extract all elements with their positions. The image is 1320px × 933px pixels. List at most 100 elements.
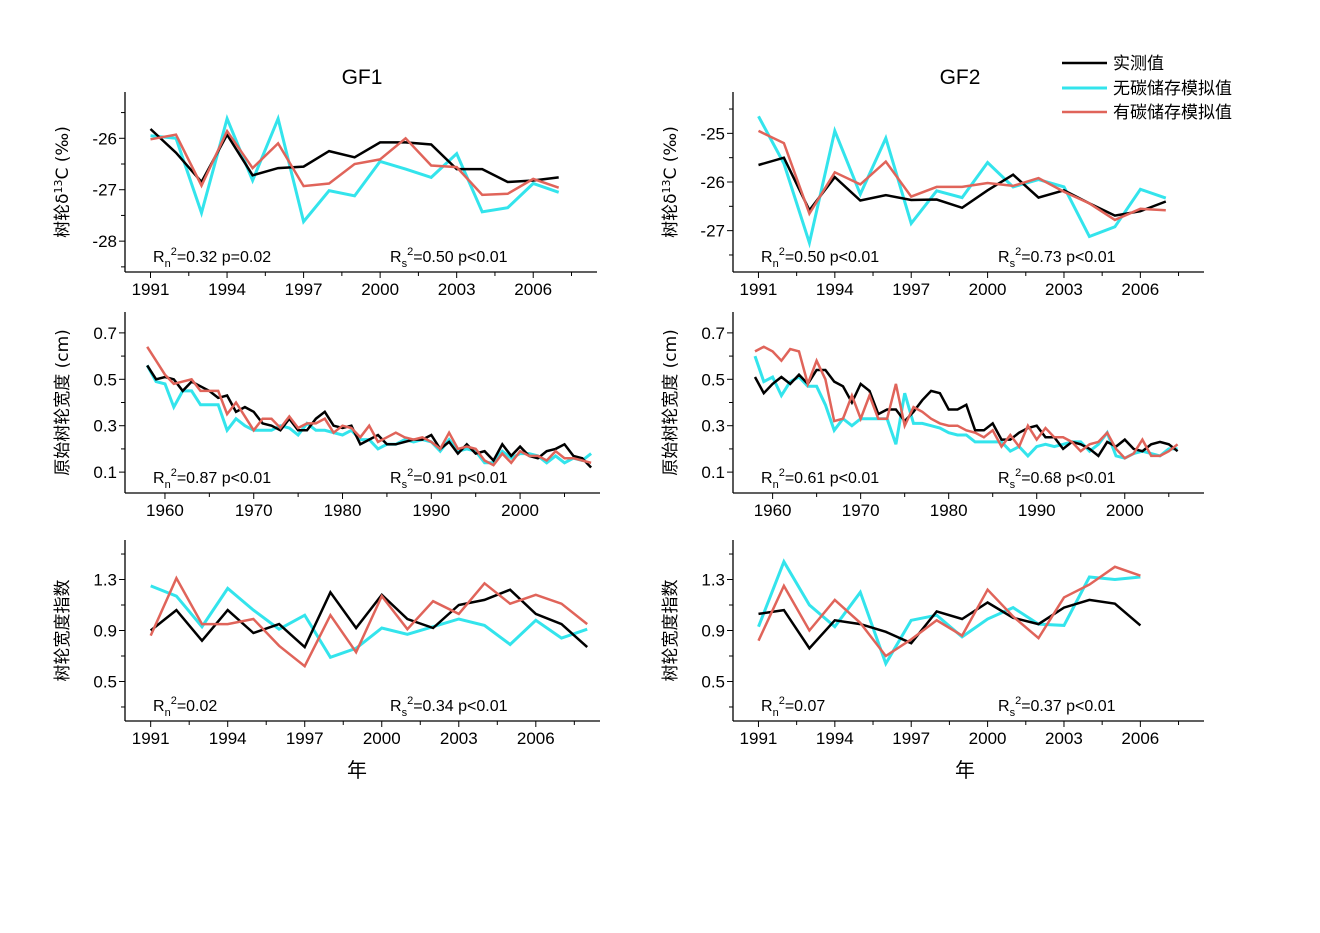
stat-annotation: Rs2=0.73 p<0.01 bbox=[998, 246, 1116, 270]
x-tick-label: 2003 bbox=[1045, 280, 1083, 299]
x-tick-label: 1991 bbox=[132, 729, 170, 748]
x-tick-label: 1994 bbox=[208, 280, 246, 299]
stat-annotation: Rs2=0.68 p<0.01 bbox=[998, 467, 1116, 491]
stat-subscript: s bbox=[1010, 707, 1016, 719]
legend-label-observed: 实测值 bbox=[1113, 54, 1164, 74]
series-line-with-storage bbox=[757, 129, 1166, 222]
stat-value: =0.32 p=0.02 bbox=[177, 249, 271, 266]
column-title-gf1: GF1 bbox=[342, 66, 383, 89]
stat-value: =0.61 p<0.01 bbox=[785, 470, 879, 487]
stat-superscript: 2 bbox=[779, 695, 785, 707]
legend-entry-no-storage: 无碳储存模拟值 bbox=[1062, 79, 1232, 99]
y-tick-label: -25 bbox=[700, 124, 725, 143]
panel-gf2-width: 1960 1970 1980 1990 2000 0.7 0.5 0.3 0.1 原始树轮宽度 (… bbox=[661, 312, 1204, 520]
panel-gf2-d13c: 1991 1994 1997 2000 2003 2006 -25 -26 -27 树轮δ13C … bbox=[660, 92, 1204, 299]
series-line-observed bbox=[753, 368, 1179, 458]
x-tick-label: 2000 bbox=[969, 280, 1007, 299]
stat-value: =0.50 p<0.01 bbox=[785, 249, 879, 266]
y-tick-label: 0.7 bbox=[93, 324, 117, 343]
superscript: 13 bbox=[660, 179, 673, 193]
x-tick-label: 1960 bbox=[754, 501, 792, 520]
y-tick-label: -28 bbox=[92, 232, 117, 251]
y-axis-label: 树轮δ13C (‰) bbox=[52, 126, 74, 238]
x-tick-label: 2000 bbox=[1106, 501, 1144, 520]
y-tick-label: -27 bbox=[92, 181, 117, 200]
legend-label-with-storage: 有碳储存模拟值 bbox=[1113, 103, 1232, 123]
x-axis-label-gf2: 年 bbox=[955, 758, 975, 782]
stat-value: =0.73 p<0.01 bbox=[1021, 249, 1115, 266]
y-tick-label: 0.9 bbox=[701, 622, 725, 641]
column-title-gf2: GF2 bbox=[940, 66, 981, 89]
stat-subscript: n bbox=[773, 479, 779, 491]
stat-superscript: 2 bbox=[407, 246, 413, 258]
stat-subscript: n bbox=[773, 707, 779, 719]
stat-superscript: 2 bbox=[1015, 695, 1021, 707]
x-tick-label: 2006 bbox=[514, 280, 552, 299]
series-line-with-storage bbox=[150, 128, 560, 197]
y-tick-label: -26 bbox=[92, 129, 117, 148]
stat-annotation: Rn2=0.61 p<0.01 bbox=[761, 467, 879, 491]
y-tick-label: 0.5 bbox=[701, 370, 725, 389]
stat-superscript: 2 bbox=[407, 695, 413, 707]
legend-entry-observed: 实测值 bbox=[1062, 54, 1164, 74]
x-tick-label: 1997 bbox=[286, 729, 324, 748]
legend-label-no-storage: 无碳储存模拟值 bbox=[1113, 79, 1232, 99]
x-tick-label: 1980 bbox=[324, 501, 362, 520]
y-axis-label: 原始树轮宽度 (cm) bbox=[661, 329, 681, 476]
stat-subscript: n bbox=[165, 707, 171, 719]
legend-entry-with-storage: 有碳储存模拟值 bbox=[1062, 103, 1232, 123]
y-tick-label: -26 bbox=[700, 173, 725, 192]
x-tick-label: 2000 bbox=[361, 280, 399, 299]
panel-gf1-width: 1960 1970 1980 1990 2000 0.7 0.5 0.3 0.1 原始树轮宽度 (… bbox=[53, 312, 600, 520]
y-axis-label: 树轮宽度指数 bbox=[661, 580, 681, 682]
stat-annotation: Rs2=0.34 p<0.01 bbox=[390, 695, 508, 719]
y-tick-label: 0.5 bbox=[701, 672, 725, 691]
stat-subscript: n bbox=[165, 258, 171, 270]
stat-value: =0.91 p<0.01 bbox=[413, 470, 507, 487]
stat-subscript: s bbox=[1010, 479, 1016, 491]
superscript: 13 bbox=[52, 179, 65, 193]
series-line-no-storage bbox=[757, 115, 1167, 249]
x-tick-label: 1991 bbox=[132, 280, 170, 299]
y-tick-label: 0.1 bbox=[93, 463, 117, 482]
legend: 实测值 无碳储存模拟值 有碳储存模拟值 bbox=[1062, 54, 1232, 123]
x-tick-label: 1990 bbox=[1018, 501, 1056, 520]
stat-annotation: Rn2=0.32 p=0.02 bbox=[153, 246, 271, 270]
y-tick-label: 0.9 bbox=[93, 622, 117, 641]
x-tick-label: 1994 bbox=[816, 280, 854, 299]
y-tick-label: -27 bbox=[700, 222, 725, 241]
stat-value: =0.50 p<0.01 bbox=[413, 249, 507, 266]
x-tick-label: 1994 bbox=[209, 729, 247, 748]
x-tick-label: 2006 bbox=[1121, 280, 1159, 299]
x-tick-label: 2006 bbox=[517, 729, 555, 748]
y-axis-label: 树轮宽度指数 bbox=[53, 580, 73, 682]
series-line-with-storage bbox=[146, 346, 592, 467]
series-line-no-storage bbox=[150, 584, 588, 660]
stat-superscript: 2 bbox=[779, 246, 785, 258]
series-line-no-storage bbox=[757, 558, 1141, 668]
x-tick-label: 1994 bbox=[816, 729, 854, 748]
x-tick-label: 2006 bbox=[1121, 729, 1159, 748]
stat-value: =0.37 p<0.01 bbox=[1021, 698, 1115, 715]
stat-value: =0.87 p<0.01 bbox=[177, 470, 271, 487]
stat-superscript: 2 bbox=[1015, 246, 1021, 258]
panels: 1991 1994 1997 2000 2003 2006 -26 -27 -28 树轮δ13C … bbox=[52, 92, 1204, 748]
y-tick-label: 1.3 bbox=[93, 571, 117, 590]
series-line-observed bbox=[149, 588, 589, 650]
stat-value: =0.07 bbox=[785, 698, 826, 715]
stat-annotation: Rn2=0.50 p<0.01 bbox=[761, 246, 879, 270]
panel-gf2-index: 1991 1994 1997 2000 2003 2006 1.3 0.9 0.5 树轮宽度指数 R… bbox=[661, 540, 1204, 748]
x-tick-label: 2003 bbox=[440, 729, 478, 748]
series-line-no-storage bbox=[150, 113, 560, 225]
y-tick-label: 0.5 bbox=[93, 672, 117, 691]
x-axis-label-gf1: 年 bbox=[347, 758, 367, 782]
series-line-no-storage bbox=[145, 364, 593, 465]
y-tick-label: 0.3 bbox=[701, 417, 725, 436]
stat-value: =0.02 bbox=[177, 698, 218, 715]
x-tick-label: 1970 bbox=[842, 501, 880, 520]
stat-annotation: Rs2=0.50 p<0.01 bbox=[390, 246, 508, 270]
stat-value: =0.34 p<0.01 bbox=[413, 698, 507, 715]
y-tick-label: 0.1 bbox=[701, 463, 725, 482]
x-tick-label: 2000 bbox=[501, 501, 539, 520]
